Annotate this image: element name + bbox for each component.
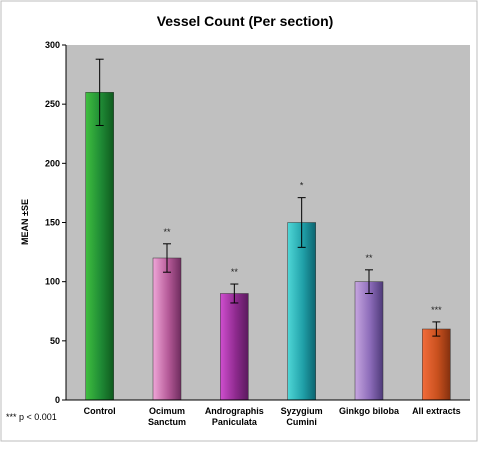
x-tick-label: Andrographis: [205, 406, 264, 416]
x-tick-label: Syzygium: [281, 406, 323, 416]
y-tick-label: 50: [50, 336, 60, 346]
significance-label: **: [231, 267, 239, 277]
x-tick-label: Ocimum: [149, 406, 185, 416]
y-tick-label: 250: [45, 99, 60, 109]
y-tick-label: 100: [45, 277, 60, 287]
significance-label: *: [300, 181, 304, 191]
bar: [287, 222, 316, 401]
plot-area: [66, 45, 470, 400]
bars: **********: [85, 58, 451, 401]
x-tick-label: All extracts: [412, 406, 461, 416]
bar: [85, 92, 114, 401]
error-bar: [230, 283, 239, 304]
chart-title: Vessel Count (Per section): [157, 13, 334, 29]
y-tick-label: 200: [45, 158, 60, 168]
bar: [422, 328, 451, 401]
error-bar: [297, 197, 306, 248]
y-axis-label: MEAN ±SE: [20, 199, 30, 245]
bar: [220, 293, 249, 401]
y-axis: 0 50 100 150 200 250 300: [45, 40, 67, 405]
bar: [152, 257, 182, 401]
error-bar: [163, 243, 171, 273]
error-bar: [365, 269, 373, 294]
x-tick-label: Paniculata: [212, 417, 258, 427]
y-tick-label: 0: [55, 395, 60, 405]
x-tick-label: Ginkgo biloba: [339, 406, 400, 416]
footnote: *** p < 0.001: [6, 412, 57, 422]
error-bar: [95, 58, 104, 126]
x-tick-label: Sanctum: [148, 417, 186, 427]
significance-label: **: [365, 253, 373, 263]
x-tick-label: Cumini: [286, 417, 317, 427]
bar: [354, 281, 384, 401]
y-tick-label: 150: [45, 218, 60, 228]
significance-label: **: [163, 227, 171, 237]
x-tick-label: Control: [84, 406, 116, 416]
error-bar: [432, 321, 441, 337]
significance-label: ***: [431, 305, 442, 315]
y-tick-label: 300: [45, 40, 60, 50]
